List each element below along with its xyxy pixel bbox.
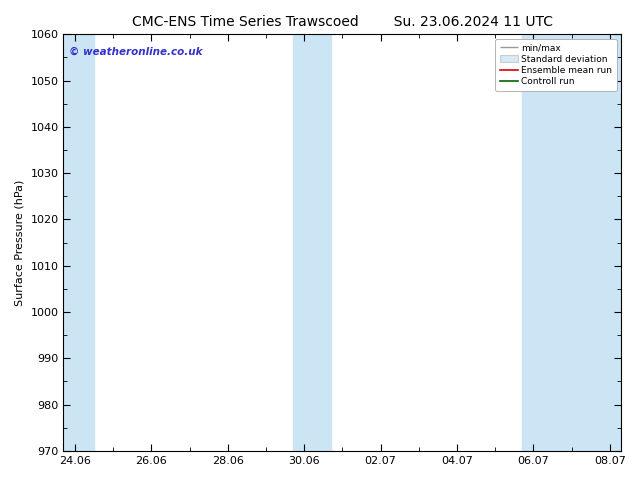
- Text: © weatheronline.co.uk: © weatheronline.co.uk: [69, 47, 202, 57]
- Bar: [63, 34, 94, 451]
- Y-axis label: Surface Pressure (hPa): Surface Pressure (hPa): [15, 179, 25, 306]
- Legend: min/max, Standard deviation, Ensemble mean run, Controll run: min/max, Standard deviation, Ensemble me…: [495, 39, 617, 91]
- Bar: [522, 34, 621, 451]
- Bar: [293, 34, 331, 451]
- Title: CMC-ENS Time Series Trawscoed        Su. 23.06.2024 11 UTC: CMC-ENS Time Series Trawscoed Su. 23.06.…: [132, 15, 553, 29]
